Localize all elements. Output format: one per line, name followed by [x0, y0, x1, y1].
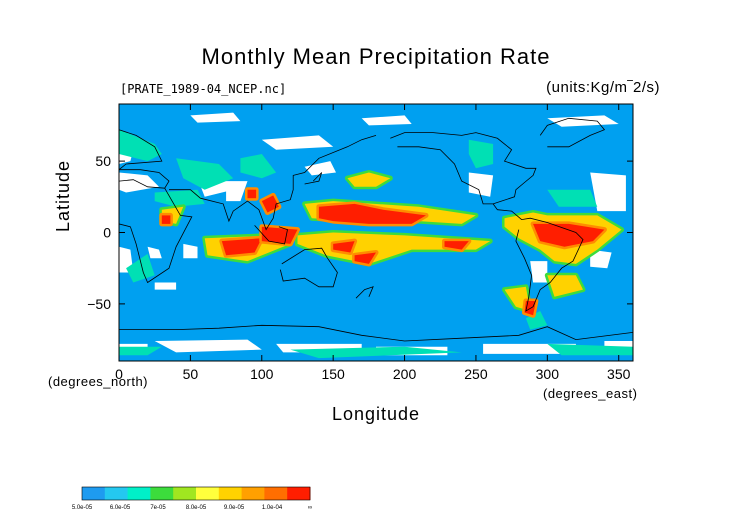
x-tick-label: 0 [115, 366, 123, 382]
colorbar: 5.0e-05 6.0e-05 7e-05 8.0e-05 9.0e-05 1.0e-04… [72, 486, 312, 511]
colorbar-swatch [264, 487, 288, 500]
precip-region-mid [547, 275, 583, 297]
y-tick-label: 0 [103, 225, 111, 241]
units-label: (units:Kg/m‾2/s) [546, 79, 660, 96]
precip-region-low [154, 189, 205, 207]
precip-region-high [354, 252, 376, 264]
colorbar-swatch [173, 487, 197, 500]
precip-region-low [126, 253, 155, 283]
chart-title: Monthly Mean Precipitation Rate [201, 44, 551, 69]
colorbar-label: 9.0e-05 [224, 505, 245, 511]
precip-region-high [247, 189, 257, 199]
coastline [169, 135, 377, 231]
precip-region-white [590, 172, 626, 212]
precip-region-high [533, 223, 605, 247]
precip-region-white [226, 181, 248, 202]
plot-area [118, 103, 634, 362]
precip-region-high [318, 203, 426, 224]
colorbar-swatch [82, 487, 106, 500]
x-axis-units: (degrees_east) [543, 386, 638, 401]
coastline [254, 225, 288, 245]
colorbar-label: 7e-05 [150, 505, 166, 511]
precip-region-low [468, 139, 494, 169]
precip-region-low [176, 158, 234, 190]
y-axis-units: (degrees_north) [48, 374, 148, 389]
x-tick-label: 200 [393, 366, 417, 382]
colorbar-swatch [104, 487, 129, 500]
precip-region-white [261, 135, 334, 150]
colorbar-label: 8.0e-05 [186, 505, 207, 511]
axes: 0 50 100 150 200 250 300 350 −50 0 50 [87, 104, 633, 382]
precip-region-low [119, 346, 162, 356]
precip-region-low [547, 343, 633, 356]
coastline [492, 203, 584, 312]
colorbar-label: 6.0e-05 [110, 505, 131, 511]
coastline [119, 324, 633, 342]
coastline [119, 129, 163, 171]
precip-region-high [444, 241, 469, 250]
colorbar-label: ∞ [308, 505, 312, 511]
coastline [119, 169, 170, 189]
coastline [539, 117, 606, 148]
precip-region-high [221, 238, 262, 256]
precip-region-mid [347, 172, 391, 187]
precip-region-white [154, 339, 262, 353]
y-tick-label: −50 [87, 296, 111, 312]
colorbar-border [81, 486, 311, 501]
x-tick-label: 100 [250, 366, 274, 382]
precip-region-low [240, 154, 277, 179]
precip-region-white [547, 115, 619, 127]
precip-region-high [261, 195, 279, 213]
x-axis-title: Longitude [331, 404, 421, 424]
colorbar-swatch [150, 487, 174, 500]
precip-region-white [530, 261, 548, 283]
precip-region-high [333, 241, 355, 253]
precip-region-white [590, 249, 612, 269]
precip-region-white [361, 115, 412, 126]
coastline [279, 247, 338, 288]
coastline [119, 188, 193, 284]
x-tick-label: 300 [536, 366, 560, 382]
precip-region-white [190, 112, 241, 123]
chart-subtitle-filename: [PRATE_1989-04_NCEP.nc] [120, 82, 287, 96]
precip-region-white [154, 282, 177, 290]
precip-region-high [261, 226, 298, 244]
y-tick-label: 50 [95, 153, 111, 169]
x-tick-label: 350 [607, 366, 631, 382]
coastline [355, 286, 374, 299]
precip-region-white [183, 243, 198, 259]
precip-region-high [161, 215, 171, 224]
colorbar-swatch [287, 487, 311, 500]
coastline [390, 132, 537, 205]
colorbar-swatch [127, 487, 151, 500]
colorbar-swatch [196, 487, 220, 500]
colorbar-swatch [218, 487, 243, 500]
colorbar-label: 5.0e-05 [72, 505, 93, 511]
x-tick-label: 250 [464, 366, 488, 382]
precip-region-low [547, 189, 598, 207]
colorbar-swatch [241, 487, 265, 500]
precip-region-white [304, 161, 336, 176]
coastline [304, 172, 323, 185]
x-tick-label: 150 [321, 366, 345, 382]
precip-region-low [119, 129, 162, 162]
precip-region-white [468, 172, 494, 197]
colorbar-label: 1.0e-04 [262, 505, 283, 511]
x-tick-label: 50 [183, 366, 199, 382]
precip-region-white [147, 246, 162, 259]
